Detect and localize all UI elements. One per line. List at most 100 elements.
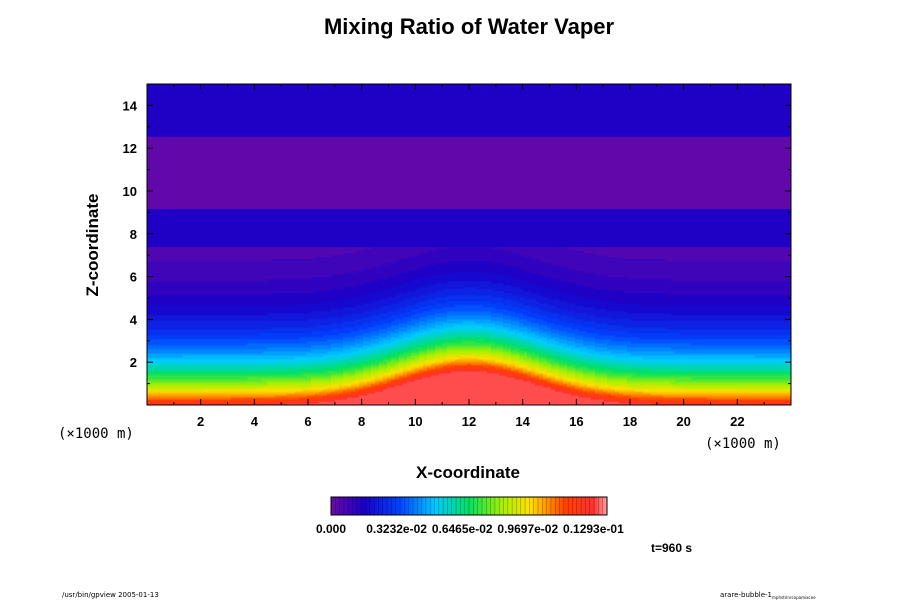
field-cell (147, 308, 332, 312)
field-cell (559, 332, 576, 336)
field-cell (567, 382, 572, 386)
field-cell (551, 366, 560, 370)
field-cell (567, 320, 596, 324)
field-cell (387, 344, 396, 348)
field-cell (399, 346, 408, 350)
field-cell (547, 378, 552, 382)
field-cell (343, 326, 368, 330)
field-cell (447, 294, 492, 298)
field-cell (403, 282, 436, 286)
field-cell (575, 332, 600, 336)
field-cell (539, 360, 548, 364)
field-cell (363, 268, 416, 272)
field-cell (363, 372, 372, 376)
field-cell (447, 280, 492, 284)
field-cell (575, 322, 608, 326)
field-cell (359, 354, 372, 358)
field-cell (595, 388, 604, 392)
field-cell (607, 372, 636, 376)
field-cell (587, 394, 596, 398)
field-cell (627, 398, 652, 402)
field-cell (319, 390, 332, 394)
field-cell (259, 332, 340, 336)
field-cell (147, 372, 304, 376)
field-cell (359, 394, 580, 398)
field-cell (147, 170, 791, 173)
field-cell (587, 382, 596, 386)
field-cell (575, 370, 584, 374)
field-cell (411, 340, 420, 344)
field-cell (583, 368, 596, 372)
field-cell (355, 250, 428, 254)
field-cell (147, 276, 312, 280)
field-cell (427, 372, 432, 376)
field-cell (531, 344, 544, 348)
field-cell (343, 272, 400, 276)
field-cell (583, 270, 791, 274)
field-cell (311, 384, 328, 388)
field-cell (527, 376, 532, 380)
field-cell (379, 346, 392, 350)
field-cell (443, 306, 496, 310)
field-cell (511, 346, 524, 350)
field-cell (387, 276, 424, 280)
field-cell (363, 350, 376, 354)
field-cell (311, 378, 332, 382)
field-cell (379, 370, 388, 374)
field-cell (339, 352, 356, 356)
field-cell (423, 372, 428, 376)
field-cell (519, 306, 540, 310)
field-cell (627, 378, 676, 382)
field-cell (639, 362, 791, 366)
field-cell (355, 388, 360, 392)
field-cell (375, 388, 384, 392)
field-cell (147, 266, 372, 270)
field-cell (447, 260, 492, 264)
field-cell (371, 330, 388, 334)
field-cell (503, 316, 520, 320)
field-cell (359, 294, 396, 298)
field-cell (567, 390, 576, 394)
field-cell (587, 390, 596, 394)
field-cell (367, 392, 572, 396)
x-tick-label: 8 (358, 414, 365, 429)
field-cell (547, 336, 560, 340)
field-cell (639, 396, 708, 400)
field-cell (567, 246, 791, 250)
field-cell (467, 362, 472, 366)
field-cell (147, 282, 364, 286)
field-cell (555, 356, 564, 360)
field-cell (411, 314, 428, 318)
field-cell (575, 316, 612, 320)
field-cell (387, 316, 404, 320)
field-cell (415, 374, 420, 378)
field-cell (423, 336, 436, 340)
field-cell (147, 400, 264, 404)
field-cell (407, 338, 416, 342)
field-cell (503, 320, 520, 324)
field-cell (415, 346, 428, 350)
field-cell (147, 254, 332, 258)
field-cell (559, 360, 572, 364)
field-cell (399, 360, 408, 364)
field-cell (203, 388, 304, 392)
field-cell (319, 366, 340, 370)
field-cell (371, 338, 384, 342)
field-cell (147, 224, 791, 228)
field-cell (399, 368, 404, 372)
field-cell (147, 164, 791, 167)
field-cell (555, 354, 568, 358)
field-cell (255, 386, 308, 390)
y-tick-label: 6 (130, 270, 137, 285)
field-cell (423, 344, 436, 348)
field-cell (391, 302, 416, 306)
field-cell (411, 368, 416, 372)
field-cell (147, 348, 312, 352)
field-cell (427, 346, 436, 350)
field-cell (675, 366, 791, 370)
field-cell (343, 382, 352, 386)
field-cell (491, 310, 516, 314)
field-cell (375, 390, 564, 394)
field-cell (551, 350, 564, 354)
field-cell (399, 380, 404, 384)
